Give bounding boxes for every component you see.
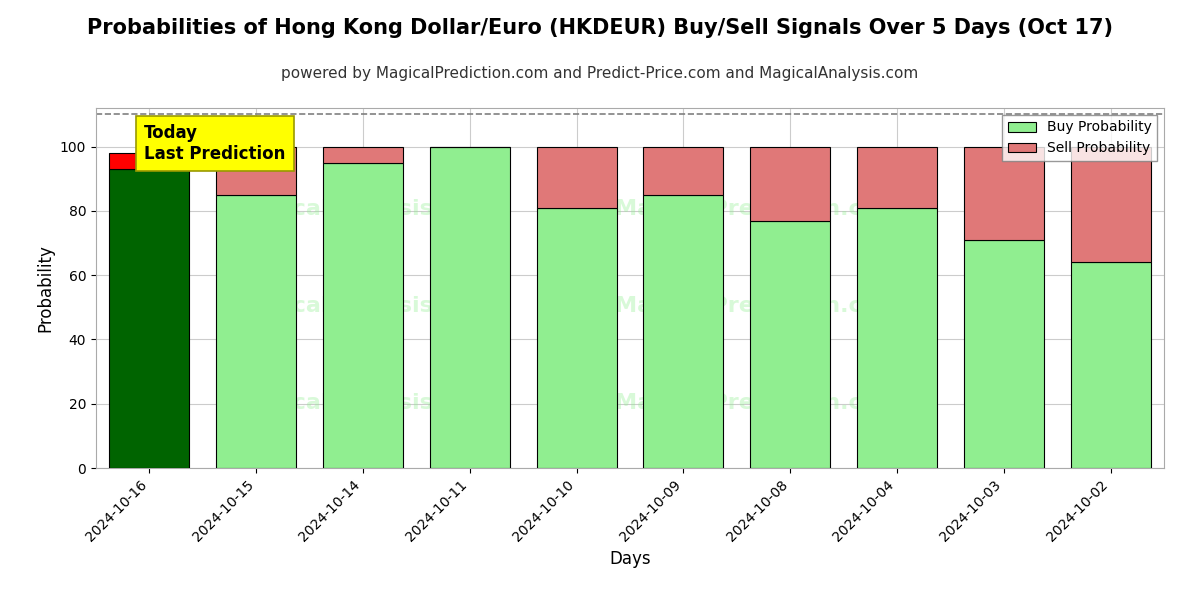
Bar (536, 146, 617, 208)
Legend: Buy Probability, Sell Probability: Buy Probability, Sell Probability (1002, 115, 1157, 161)
Bar (643, 146, 724, 195)
Bar (536, 208, 617, 468)
Text: powered by MagicalPrediction.com and Predict-Price.com and MagicalAnalysis.com: powered by MagicalPrediction.com and Pre… (281, 66, 919, 81)
Bar (323, 163, 403, 468)
Text: Probabilities of Hong Kong Dollar/Euro (HKDEUR) Buy/Sell Signals Over 5 Days (Oc: Probabilities of Hong Kong Dollar/Euro (… (88, 18, 1114, 38)
Bar (109, 153, 190, 169)
Bar (430, 146, 510, 468)
Bar (964, 146, 1044, 240)
Bar (750, 221, 830, 468)
Text: MagicalAnalysis.com: MagicalAnalysis.com (233, 393, 493, 413)
Bar (216, 146, 296, 195)
Text: MagicalPrediction.com: MagicalPrediction.com (616, 393, 901, 413)
Bar (857, 208, 937, 468)
Text: MagicalAnalysis.com: MagicalAnalysis.com (233, 199, 493, 219)
Text: MagicalPrediction.com: MagicalPrediction.com (616, 296, 901, 316)
Bar (643, 195, 724, 468)
Bar (216, 195, 296, 468)
Bar (750, 146, 830, 221)
Bar (1070, 262, 1151, 468)
Bar (1070, 146, 1151, 262)
Text: Today
Last Prediction: Today Last Prediction (144, 124, 286, 163)
Bar (109, 169, 190, 468)
Bar (857, 146, 937, 208)
Text: MagicalAnalysis.com: MagicalAnalysis.com (233, 296, 493, 316)
Bar (323, 146, 403, 163)
Text: MagicalPrediction.com: MagicalPrediction.com (616, 199, 901, 219)
Y-axis label: Probability: Probability (36, 244, 54, 332)
X-axis label: Days: Days (610, 550, 650, 568)
Bar (964, 240, 1044, 468)
